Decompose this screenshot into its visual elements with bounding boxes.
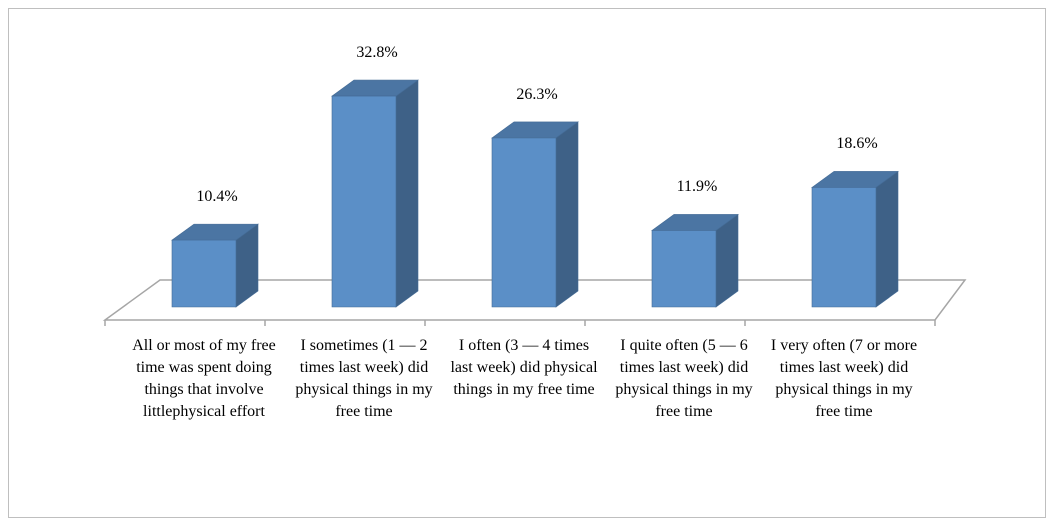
bar	[491, 121, 579, 308]
bar-front	[811, 187, 877, 308]
x-tick-label: I quite often (5 — 6 times last week) di…	[615, 337, 753, 420]
bar-side	[875, 170, 899, 308]
data-label: 11.9%	[676, 178, 718, 196]
bar	[171, 223, 259, 308]
data-label: 18.6%	[836, 135, 878, 153]
x-tick-label: All or most of my free time was spent do…	[132, 337, 276, 420]
bar	[811, 170, 899, 308]
x-tick-label: I very often (7 or more times last week)…	[770, 337, 918, 420]
bar-side	[395, 79, 419, 308]
bar-front	[331, 95, 397, 308]
bar-front	[651, 230, 717, 308]
bar-side	[555, 121, 579, 308]
x-tick-label: I often (3 — 4 times last week) did phys…	[450, 337, 598, 398]
bar-front	[491, 137, 557, 308]
bar	[651, 213, 739, 308]
data-label: 32.8%	[356, 44, 398, 62]
data-label: 26.3%	[516, 85, 558, 103]
data-label: 10.4%	[196, 188, 238, 206]
bar-front	[171, 239, 237, 308]
x-tick-label: I sometimes (1 — 2 times last week) did …	[295, 337, 433, 420]
x-ticks	[104, 320, 936, 326]
bar	[331, 79, 419, 308]
